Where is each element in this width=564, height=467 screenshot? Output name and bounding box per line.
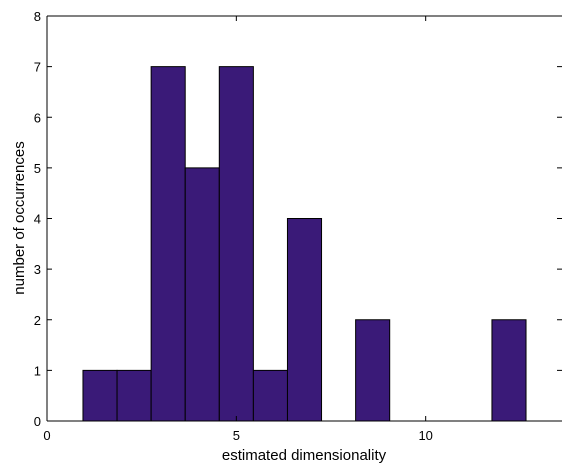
y-axis-label: number of occurrences: [11, 141, 28, 294]
histogram-bar: [150, 66, 186, 422]
histogram-bar: [184, 167, 220, 422]
y-tick-label: 6: [34, 110, 41, 125]
histogram-bar: [82, 369, 118, 422]
histogram-bar: [355, 319, 391, 422]
x-axis-label: estimated dimensionality: [222, 447, 387, 464]
y-axis-ticks: 0 1 2 3 4 5 6 7 8: [34, 9, 562, 429]
x-axis-ticks: 0 5 10: [43, 16, 433, 443]
histogram-bar: [218, 66, 254, 422]
histogram-bar: [286, 218, 323, 422]
y-tick-label: 5: [34, 161, 41, 176]
y-tick-label: 0: [34, 414, 41, 429]
y-tick-label: 7: [34, 60, 41, 75]
y-tick-label: 4: [34, 212, 41, 227]
histogram-bar: [491, 319, 527, 422]
y-tick-label: 8: [34, 9, 41, 24]
x-tick-label: 5: [233, 428, 240, 443]
x-tick-label: 10: [418, 428, 432, 443]
y-tick-label: 2: [34, 313, 41, 328]
y-tick-label: 3: [34, 262, 41, 277]
histogram-bar: [116, 369, 152, 422]
y-tick-label: 1: [34, 363, 41, 378]
histogram-bar: [252, 369, 288, 422]
x-tick-label: 0: [43, 428, 50, 443]
bars-group: [82, 66, 527, 422]
